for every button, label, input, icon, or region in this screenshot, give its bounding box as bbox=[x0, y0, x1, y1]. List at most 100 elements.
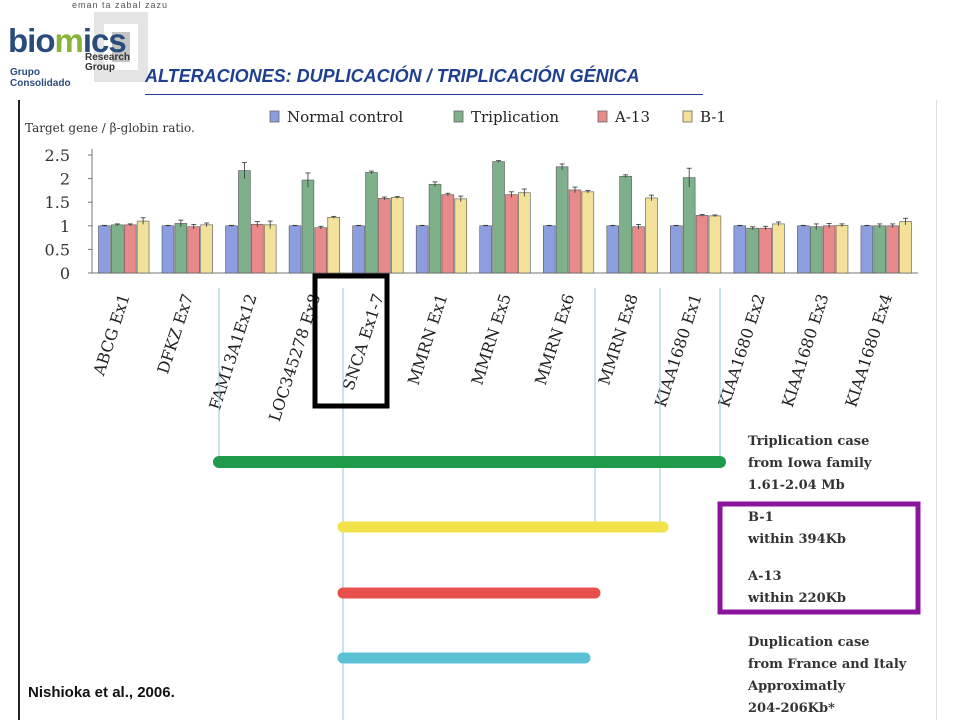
legend-label: B-1 bbox=[700, 108, 726, 126]
x-tick-label: ABCG Ex1 bbox=[89, 291, 134, 378]
bar bbox=[581, 191, 595, 274]
bar bbox=[542, 225, 556, 274]
left-border-line bbox=[18, 100, 20, 720]
bar bbox=[797, 225, 810, 274]
bar bbox=[682, 177, 696, 274]
x-tick-label: MMRN Ex1 bbox=[404, 291, 451, 387]
annotation-line: from France and Italy bbox=[748, 657, 907, 672]
bar bbox=[518, 192, 531, 274]
right-border-line bbox=[936, 100, 937, 720]
logo-motto: eman ta zabal zazu bbox=[72, 0, 169, 10]
bar bbox=[555, 166, 569, 274]
bar bbox=[428, 183, 442, 274]
bar bbox=[505, 194, 518, 274]
y-tick-label: 1 bbox=[60, 217, 70, 236]
figure: Normal control Triplication A-13 B-1 Target… bbox=[25, 108, 921, 720]
bar bbox=[860, 225, 874, 274]
citation: Nishioka et al., 2006. bbox=[28, 684, 175, 701]
bar bbox=[314, 227, 328, 274]
title-underline bbox=[145, 94, 703, 95]
bar bbox=[835, 225, 849, 274]
x-tick-label: MMRN Ex6 bbox=[531, 291, 578, 387]
logo-word-a: bio bbox=[8, 22, 55, 59]
x-tick-label: KIAA1680 Ex2 bbox=[714, 291, 769, 409]
logo-emblem-icon bbox=[94, 12, 148, 82]
annotation-line: A-13 bbox=[747, 569, 782, 584]
bar bbox=[759, 227, 772, 274]
legend-label: Normal control bbox=[287, 108, 403, 126]
logo-word-c: ics bbox=[82, 22, 127, 59]
bar bbox=[886, 225, 899, 274]
bar bbox=[708, 215, 722, 274]
legend-swatch bbox=[453, 110, 464, 123]
annotation-line: Approximatly bbox=[747, 679, 846, 694]
legend-label: Triplication bbox=[471, 108, 559, 126]
bar bbox=[873, 225, 887, 274]
bar bbox=[327, 217, 340, 274]
bar bbox=[645, 197, 658, 274]
bar bbox=[301, 179, 315, 274]
bar bbox=[670, 225, 683, 274]
logo-research-group: Research Group bbox=[85, 53, 130, 73]
annotation-line: within 394Kb bbox=[747, 532, 846, 547]
bar bbox=[391, 197, 404, 274]
annotation-highlight-box bbox=[717, 501, 921, 615]
bar bbox=[288, 225, 302, 274]
bar bbox=[479, 225, 492, 274]
y-tick-label: 1.5 bbox=[45, 193, 70, 212]
bar bbox=[98, 225, 111, 274]
annotation-line: Triplication case bbox=[748, 434, 869, 449]
bar bbox=[810, 226, 823, 274]
x-tick-label: MMRN Ex8 bbox=[595, 291, 642, 387]
x-tick-label: MMRN Ex5 bbox=[467, 291, 514, 387]
y-tick-label: 2.5 bbox=[45, 146, 70, 165]
y-tick-label: 2 bbox=[60, 170, 70, 189]
x-tick-label: KIAA1680 Ex3 bbox=[778, 291, 833, 409]
logo-word-b: m bbox=[54, 22, 83, 59]
legend: Normal control Triplication A-13 B-1 bbox=[269, 108, 726, 126]
y-axis-label: Target gene / β-globin ratio. bbox=[25, 121, 195, 135]
legend-swatch bbox=[682, 110, 693, 123]
bar bbox=[111, 224, 124, 274]
annotation-line: from Iowa family bbox=[748, 456, 872, 471]
x-tick-label: FAM13A1Ex12 bbox=[205, 291, 260, 412]
y-tick-label: 0.5 bbox=[45, 240, 70, 259]
region-bars bbox=[213, 456, 726, 664]
bar bbox=[161, 225, 175, 274]
x-tick-labels: ABCG Ex1 DFKZ Ex7 FAM13A1Ex12 LOC345278 Ex8… bbox=[89, 291, 896, 423]
logo-wordmark: biomics bbox=[8, 22, 127, 60]
legend-swatch bbox=[269, 110, 280, 123]
bar bbox=[365, 172, 378, 274]
logo-research-line-1: Research bbox=[85, 52, 131, 63]
bar bbox=[352, 225, 365, 274]
x-tick-label: KIAA1680 Ex4 bbox=[841, 291, 896, 409]
annotation-line: B-1 bbox=[748, 510, 774, 525]
y-tick-label: 0 bbox=[60, 264, 70, 283]
logo-research-line-2: Group bbox=[85, 62, 115, 73]
logo-grupo-line-2: Consolidado bbox=[10, 78, 71, 89]
logo-grupo-line-1: Grupo bbox=[10, 67, 40, 78]
snca-highlight-box bbox=[312, 273, 390, 409]
x-tick-label: KIAA1680 Ex1 bbox=[651, 291, 706, 409]
guide-lines bbox=[218, 288, 721, 720]
bar bbox=[200, 224, 213, 274]
bar bbox=[492, 161, 505, 274]
bar bbox=[733, 225, 747, 274]
bar bbox=[772, 223, 785, 274]
annotation-line: within 220Kb bbox=[747, 591, 846, 606]
bar bbox=[123, 224, 137, 274]
bar bbox=[619, 175, 632, 274]
bar bbox=[454, 198, 468, 274]
bar bbox=[263, 224, 277, 274]
bar bbox=[746, 227, 759, 274]
bar bbox=[899, 221, 912, 274]
region-annotations: Triplication case from Iowa family 1.61-2.… bbox=[747, 434, 907, 716]
annotation-line: 1.61-2.04 Mb bbox=[748, 478, 845, 493]
bars bbox=[98, 160, 912, 274]
bar bbox=[415, 225, 429, 274]
bar bbox=[378, 198, 391, 274]
bar bbox=[238, 170, 251, 274]
bar bbox=[632, 226, 645, 274]
x-tick-label: DFKZ Ex7 bbox=[153, 291, 197, 376]
